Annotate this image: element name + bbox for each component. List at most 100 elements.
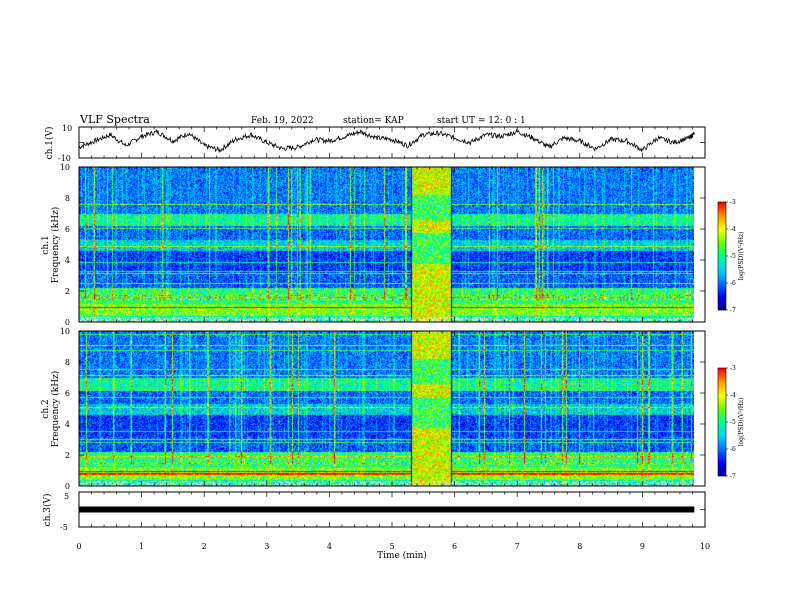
colorbar-swatch (718, 299, 726, 301)
colorbar-swatch (718, 408, 726, 410)
ch2-spectrogram-ticks (78, 330, 706, 487)
colorbar-swatch (718, 373, 726, 375)
colorbar-swatch (718, 243, 726, 245)
colorbar-swatch (718, 295, 726, 297)
colorbar-tick-label: -6 (730, 280, 736, 287)
colorbar-swatch (718, 387, 726, 389)
colorbar-swatch (718, 238, 726, 240)
date-label: Feb. 19, 2022 (251, 116, 314, 126)
colorbar-tick-label: -5 (730, 419, 736, 426)
colorbar-swatch (718, 467, 726, 469)
colorbar-swatch (718, 407, 726, 409)
colorbar-swatch (718, 224, 726, 226)
colorbar-swatch (718, 439, 726, 441)
colorbar-swatch (718, 403, 726, 405)
colorbar-swatch (718, 402, 726, 404)
colorbar-tick-label: -3 (730, 365, 736, 372)
colorbar-swatch (718, 294, 726, 296)
colorbar-swatch (718, 453, 726, 455)
colorbar-swatch (718, 393, 726, 395)
colorbar-swatch (718, 462, 726, 464)
colorbar-swatch (718, 469, 726, 471)
colorbar-swatch (718, 282, 726, 284)
colorbar-swatch (718, 410, 726, 412)
colorbar-swatch (718, 431, 726, 433)
ch2-spectrogram-panel: 0 2 4 6 8 10 ch.2 Frequency (kHz) (41, 327, 706, 491)
colorbar-swatch (718, 428, 726, 430)
colorbar-swatch (718, 436, 726, 438)
colorbar-tick-label: -6 (730, 446, 736, 453)
colorbar-swatch (718, 417, 726, 419)
x-tick-label: 2 (202, 542, 207, 551)
colorbar-swatch (718, 220, 726, 222)
colorbar-swatch (718, 445, 726, 447)
colorbar-swatch (718, 237, 726, 239)
colorbar-swatch (718, 463, 726, 465)
colorbar-swatch (718, 265, 726, 267)
y-tick-label: 4 (65, 420, 70, 429)
colorbar-swatch (718, 264, 726, 266)
colorbar-swatch (718, 415, 726, 417)
colorbar-swatch (718, 274, 726, 276)
colorbar-swatch (718, 214, 726, 216)
colorbar-swatch (718, 208, 726, 210)
time-axis-tick-labels: 0 1 2 3 4 5 6 7 8 9 10 (76, 542, 710, 551)
colorbar-swatch (718, 222, 726, 224)
colorbar-swatch (718, 412, 726, 414)
colorbar-swatch (718, 435, 726, 437)
colorbar-swatch (718, 275, 726, 277)
ch3-ytick-top: 5 (64, 492, 69, 501)
colorbar-swatch (718, 372, 726, 374)
colorbar-swatch (718, 380, 726, 382)
colorbar-swatch (718, 285, 726, 287)
colorbar-swatch (718, 432, 726, 434)
colorbar-swatch (718, 438, 726, 440)
colorbar-swatch (718, 239, 726, 241)
colorbar-swatch (718, 301, 726, 303)
colorbar-swatch (718, 227, 726, 229)
colorbar-swatch (718, 216, 726, 218)
colorbar-swatch (718, 460, 726, 462)
colorbar-swatch (718, 230, 726, 232)
colorbar-swatch (718, 441, 726, 443)
colorbar-swatch (718, 420, 726, 422)
colorbar-swatch (718, 454, 726, 456)
time-axis-label: Time (min) (377, 550, 427, 561)
colorbar-swatch (718, 218, 726, 220)
colorbar-swatch (718, 430, 726, 432)
colorbar-swatch (718, 440, 726, 442)
colorbar-tick-label: -4 (730, 226, 736, 233)
colorbar-swatch (718, 437, 726, 439)
colorbar-swatch (718, 210, 726, 212)
colorbar-swatch (718, 287, 726, 289)
colorbar-swatch (718, 303, 726, 305)
colorbar-swatch (718, 262, 726, 264)
colorbar-swatch (718, 209, 726, 211)
colorbar-tick-label: -3 (730, 199, 736, 206)
colorbar-swatch (718, 290, 726, 292)
colorbar-swatch (718, 443, 726, 445)
colorbar-swatch (718, 232, 726, 234)
colorbar-swatch (718, 450, 726, 452)
ch2-colorbar: -3 -4 -5 -6 -7 log(PSD)(V²/Hz) (717, 365, 745, 480)
colorbar-swatch (718, 459, 726, 461)
colorbar-swatch (718, 394, 726, 396)
x-tick-label: 6 (452, 542, 457, 551)
colorbar-swatch (718, 249, 726, 251)
ch1-spectrogram-image (79, 167, 694, 322)
colorbar-swatch (718, 306, 726, 308)
colorbar-swatch (718, 474, 726, 476)
colorbar-swatch (718, 461, 726, 463)
colorbar-swatch (718, 207, 726, 209)
colorbar-swatch (718, 270, 726, 272)
colorbar-swatch (718, 382, 726, 384)
colorbar-swatch (718, 401, 726, 403)
colorbar-swatch (718, 456, 726, 458)
colorbar-swatch (718, 451, 726, 453)
colorbar-swatch (718, 242, 726, 244)
y-tick-label: 10 (60, 327, 70, 336)
colorbar-swatch (718, 205, 726, 207)
ch2-spectrogram-ylabel-2: Frequency (kHz) (50, 371, 61, 448)
colorbar-swatch (718, 464, 726, 466)
colorbar-swatch (718, 378, 726, 380)
